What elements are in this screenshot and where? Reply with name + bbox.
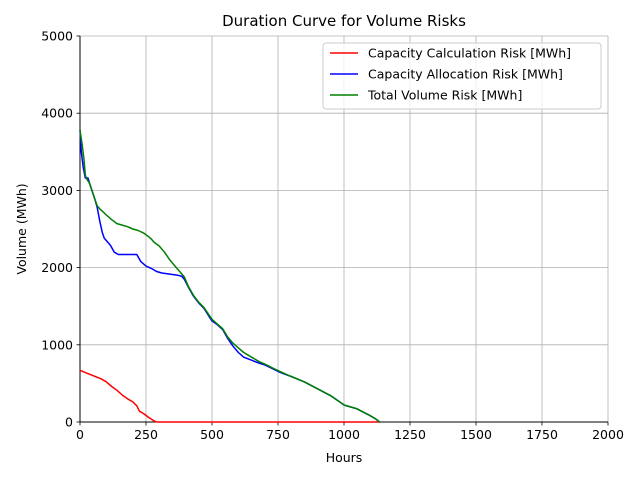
series-line-1	[79, 369, 380, 423]
y-tick-label: 4000	[41, 106, 73, 121]
series-line-3	[79, 130, 381, 423]
x-tick-label: 250	[134, 427, 158, 442]
x-ticks: 0 250 500 750 1000 1250 1500 1750 2000	[76, 422, 624, 442]
x-tick-label: 2000	[592, 427, 624, 442]
y-axis-label: Volume (MWh)	[14, 183, 29, 274]
y-tick-label: 2000	[41, 260, 73, 275]
chart-title: Duration Curve for Volume Risks	[222, 12, 466, 30]
x-tick-label: 500	[200, 427, 224, 442]
legend-label-3: Total Volume Risk [MWh]	[367, 88, 522, 103]
x-axis-label: Hours	[326, 450, 363, 465]
legend-box	[322, 42, 602, 110]
legend-label-1: Capacity Calculation Risk [MWh]	[368, 46, 571, 61]
x-tick-label: 1500	[460, 427, 492, 442]
y-tick-label: 1000	[41, 337, 73, 352]
y-tick-label: 5000	[41, 29, 73, 44]
series-lines	[79, 130, 381, 423]
y-tick-label: 3000	[41, 183, 73, 198]
x-tick-label: 1000	[328, 427, 360, 442]
y-tick-label: 0	[65, 415, 73, 430]
x-tick-label: 0	[76, 427, 84, 442]
x-tick-label: 750	[266, 427, 290, 442]
x-tick-label: 1750	[526, 427, 558, 442]
x-tick-label: 1250	[394, 427, 426, 442]
legend-label-2: Capacity Allocation Risk [MWh]	[368, 67, 563, 82]
legend: Capacity Calculation Risk [MWh] Capacity …	[322, 42, 602, 110]
y-ticks: 0 1000 2000 3000 4000 5000	[41, 29, 80, 430]
